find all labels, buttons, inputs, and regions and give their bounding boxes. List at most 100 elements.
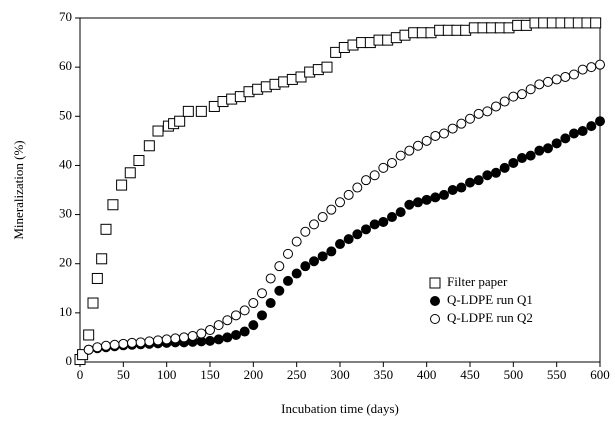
point [300, 226, 311, 237]
point [96, 253, 108, 265]
point [127, 337, 137, 348]
point [430, 192, 441, 203]
point [144, 336, 155, 347]
point [309, 256, 319, 267]
point [205, 335, 215, 346]
y-tick-label: 60 [59, 58, 72, 73]
point [413, 197, 423, 208]
point [352, 229, 363, 240]
x-tick-label: 250 [287, 367, 307, 382]
point [291, 236, 302, 247]
legend-label: Filter paper [447, 274, 508, 289]
point [560, 133, 571, 144]
point [595, 59, 605, 70]
point [491, 101, 501, 112]
point [577, 64, 588, 75]
point [205, 325, 215, 336]
point [387, 212, 397, 223]
point [569, 69, 579, 80]
point [248, 320, 259, 331]
point [196, 328, 207, 339]
point [517, 153, 527, 164]
point [413, 140, 423, 151]
point [143, 140, 155, 152]
point [265, 273, 276, 284]
y-tick-label: 40 [59, 156, 72, 171]
point [439, 189, 449, 200]
x-tick-label: 350 [374, 367, 394, 382]
point [534, 79, 545, 90]
point [335, 239, 345, 250]
point [239, 305, 250, 316]
point [378, 216, 389, 227]
point [213, 320, 224, 331]
x-tick-label: 0 [77, 367, 84, 382]
point [174, 115, 186, 127]
point [499, 96, 510, 107]
point [195, 105, 207, 117]
point [543, 76, 553, 87]
point [222, 332, 233, 343]
point [317, 251, 328, 262]
x-tick-label: 400 [417, 367, 437, 382]
point [590, 17, 602, 29]
point [257, 288, 267, 299]
point [456, 182, 467, 193]
point [421, 194, 432, 205]
point [473, 108, 484, 119]
point [525, 84, 536, 95]
point [343, 189, 354, 200]
point [586, 62, 597, 73]
point [404, 199, 415, 210]
x-tick-label: 150 [200, 367, 220, 382]
legend-marker [429, 277, 441, 289]
x-tick-label: 200 [244, 367, 264, 382]
point [135, 337, 146, 348]
point [152, 125, 164, 137]
point [482, 170, 493, 181]
point [248, 298, 259, 309]
point [482, 106, 493, 117]
point [170, 333, 181, 344]
point [508, 91, 519, 102]
point [551, 74, 562, 85]
point [161, 334, 172, 345]
point [257, 310, 267, 321]
y-tick-label: 30 [59, 206, 72, 221]
point [517, 89, 527, 100]
point [525, 150, 536, 161]
point [92, 342, 103, 353]
point [118, 338, 129, 349]
legend-label: Q-LDPE run Q2 [447, 310, 533, 325]
point [265, 298, 276, 309]
point [465, 177, 475, 188]
legend-marker [430, 314, 440, 324]
x-tick-label: 550 [547, 367, 567, 382]
point [335, 197, 345, 208]
point [395, 150, 406, 161]
point [77, 349, 89, 361]
point [378, 162, 389, 173]
point [421, 135, 432, 146]
point [83, 329, 95, 341]
point [231, 310, 241, 321]
point [586, 121, 597, 132]
point [465, 113, 475, 124]
y-tick-label: 10 [59, 304, 72, 319]
y-tick-label: 20 [59, 255, 72, 270]
point [100, 223, 112, 235]
y-tick-label: 50 [59, 107, 72, 122]
point [534, 145, 545, 156]
point [133, 155, 145, 167]
point [109, 339, 120, 350]
point [430, 130, 441, 141]
x-axis-label: Incubation time (days) [281, 401, 399, 416]
point [352, 182, 363, 193]
point [124, 167, 136, 179]
point [439, 128, 449, 139]
point [447, 123, 458, 134]
point [326, 246, 337, 257]
point [369, 219, 380, 230]
y-axis-label: Mineralization (%) [11, 140, 26, 239]
